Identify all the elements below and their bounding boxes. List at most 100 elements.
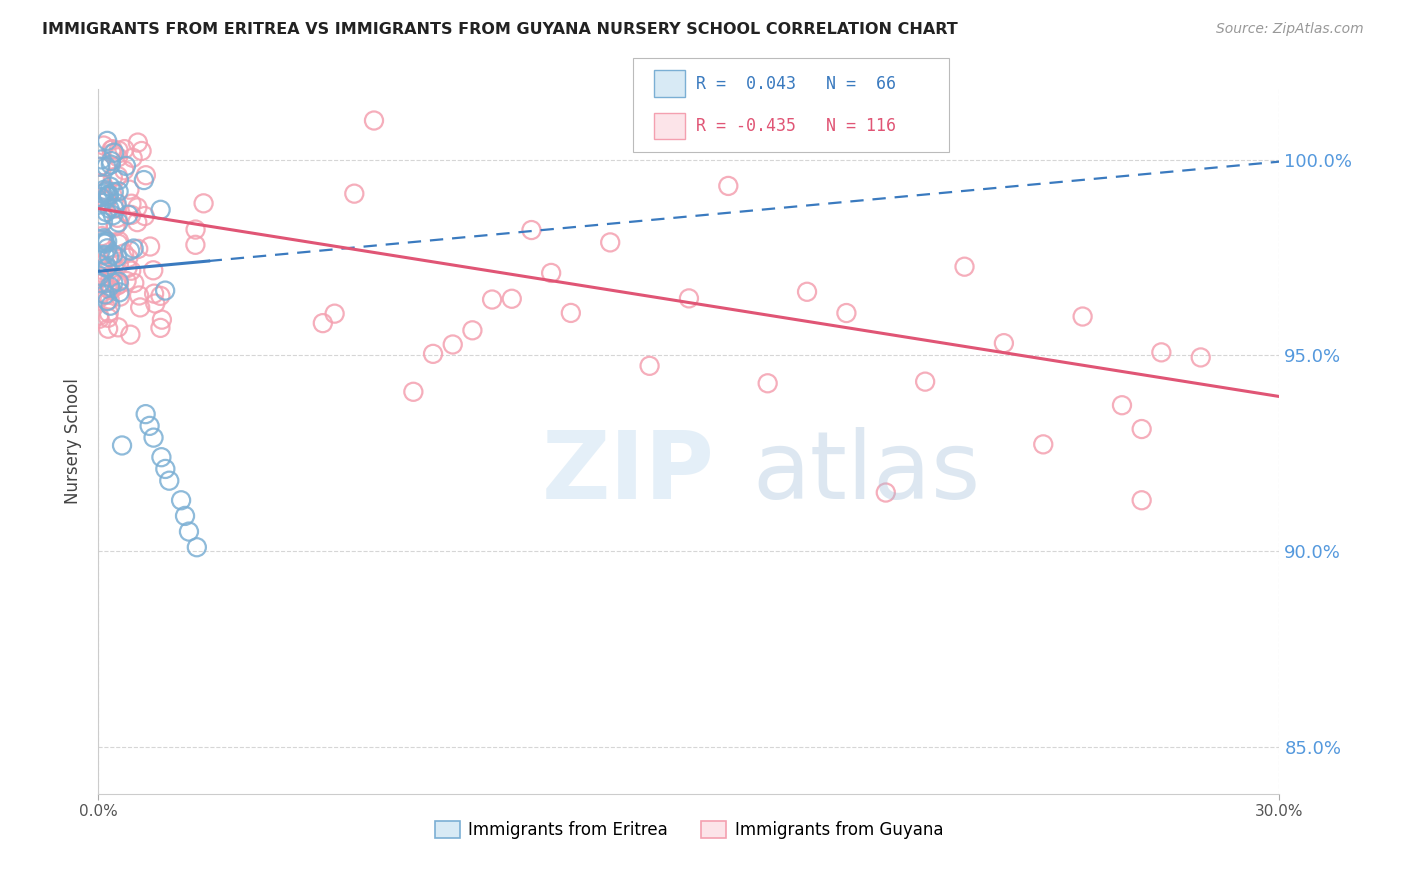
Point (1150, 345, 1173, 359)
Point (91, 215, 114, 229)
Point (108, 277, 131, 292)
Point (122, 242, 145, 256)
Point (93, 276, 115, 290)
Legend: Immigrants from Eritrea, Immigrants from Guyana: Immigrants from Eritrea, Immigrants from… (429, 814, 949, 846)
Point (120, 208, 142, 222)
Point (115, 159, 138, 173)
Point (108, 234, 131, 248)
Point (441, 337, 464, 351)
Point (149, 321, 172, 335)
Point (97, 187, 120, 202)
Text: R = -0.435   N = 116: R = -0.435 N = 116 (696, 117, 896, 135)
Point (103, 249, 125, 263)
Point (108, 173, 131, 187)
Point (93, 235, 115, 249)
Point (142, 263, 165, 277)
Point (953, 260, 976, 274)
Point (91, 208, 114, 222)
Point (96, 260, 118, 275)
Point (94, 193, 117, 207)
Point (96, 258, 118, 272)
Point (756, 376, 779, 391)
Point (107, 320, 129, 334)
Text: IMMIGRANTS FROM ERITREA VS IMMIGRANTS FROM GUYANA NURSERY SCHOOL CORRELATION CHA: IMMIGRANTS FROM ERITREA VS IMMIGRANTS FR… (42, 22, 957, 37)
Point (98, 293, 121, 307)
Point (98, 179, 121, 194)
Point (193, 196, 215, 211)
Point (105, 250, 128, 264)
Point (98, 250, 121, 264)
Point (98, 283, 121, 297)
Point (1130, 493, 1153, 508)
Point (127, 215, 149, 229)
Point (157, 474, 180, 488)
Point (128, 288, 150, 302)
Point (186, 540, 208, 554)
Point (184, 237, 207, 252)
Point (402, 384, 425, 399)
Point (96, 294, 118, 309)
Point (121, 196, 143, 211)
Point (678, 292, 700, 306)
Point (93, 248, 115, 262)
Point (170, 493, 193, 508)
Point (101, 170, 124, 185)
Point (89, 311, 111, 326)
Point (100, 143, 122, 157)
Point (132, 173, 155, 187)
Point (481, 293, 503, 307)
Point (101, 208, 124, 222)
Point (104, 219, 127, 233)
Point (105, 278, 128, 293)
Point (100, 282, 122, 296)
Point (142, 431, 165, 445)
Point (117, 251, 139, 265)
Point (98, 279, 121, 293)
Point (107, 236, 129, 251)
Point (96, 281, 118, 295)
Point (875, 485, 897, 500)
Point (90, 266, 112, 280)
Point (89, 257, 111, 271)
Point (599, 235, 621, 250)
Point (112, 163, 135, 178)
Point (96, 205, 118, 219)
Point (138, 418, 160, 433)
Point (124, 276, 146, 290)
Point (112, 246, 135, 260)
Point (91, 186, 114, 201)
Point (149, 202, 172, 217)
Point (150, 312, 173, 326)
Point (103, 145, 125, 160)
Point (96, 260, 118, 275)
Point (117, 260, 139, 275)
Point (89, 160, 111, 174)
Point (108, 290, 131, 304)
Point (638, 359, 661, 373)
Point (343, 186, 366, 201)
Point (143, 286, 166, 301)
Point (93, 231, 115, 245)
Text: Source: ZipAtlas.com: Source: ZipAtlas.com (1216, 22, 1364, 37)
Point (105, 196, 128, 211)
Point (422, 347, 444, 361)
Point (97, 189, 120, 203)
Point (501, 292, 523, 306)
Point (118, 183, 141, 197)
Point (90, 258, 112, 272)
Point (1032, 437, 1054, 451)
Point (91, 229, 114, 244)
Point (107, 275, 129, 289)
Point (174, 508, 197, 523)
Point (1111, 398, 1133, 412)
Point (150, 450, 173, 465)
Point (97, 310, 120, 325)
Point (177, 524, 200, 539)
Point (1189, 351, 1212, 365)
Y-axis label: Nursery School: Nursery School (65, 378, 83, 505)
Point (127, 242, 149, 256)
Point (103, 202, 125, 216)
Point (1130, 422, 1153, 436)
Point (1071, 310, 1094, 324)
Point (89, 190, 111, 204)
